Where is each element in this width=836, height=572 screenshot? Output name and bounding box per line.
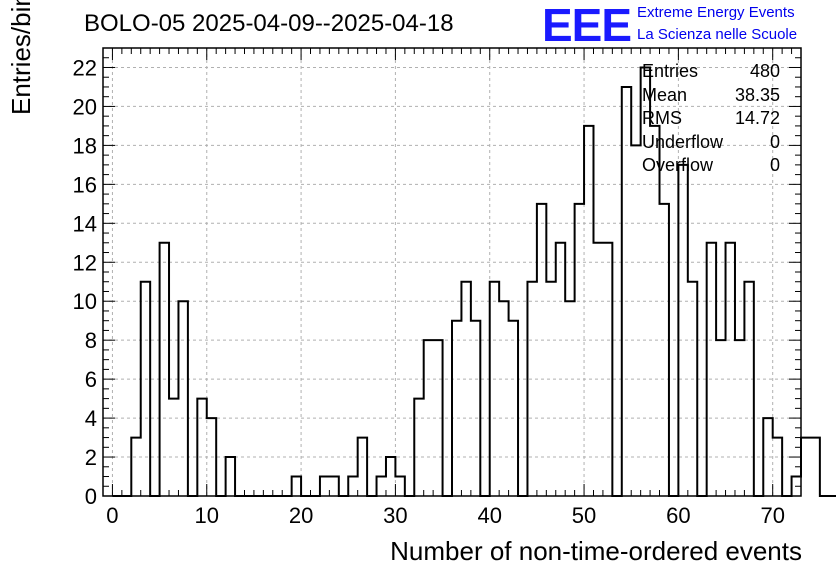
x-tick-label: 40 (477, 503, 501, 528)
stats-box: Entries 480 Mean 38.35 RMS 14.72 Underfl… (642, 60, 780, 178)
histogram-bin (593, 243, 602, 496)
x-tick-label: 50 (572, 503, 596, 528)
histogram-bin (537, 204, 546, 496)
histogram-bin (565, 301, 574, 496)
y-tick-label: 8 (85, 328, 97, 353)
histogram-bin (197, 399, 206, 496)
histogram-bin (744, 282, 753, 496)
histogram-bin (386, 457, 395, 496)
y-axis-label: Entries/bin (6, 0, 36, 115)
histogram-bin (575, 204, 584, 496)
histogram-bin (490, 282, 499, 496)
histogram-bin (433, 340, 442, 496)
histogram-bin (452, 321, 461, 496)
histogram-bin (414, 399, 423, 496)
stat-value: 0 (769, 131, 780, 152)
y-tick-label: 0 (85, 484, 97, 509)
histogram-bin (763, 418, 772, 496)
stat-label: Entries (642, 61, 699, 81)
histogram-bin (160, 243, 169, 496)
histogram-bin (688, 282, 697, 496)
histogram-bin (329, 477, 338, 496)
histogram-bin (622, 87, 631, 496)
histogram-bin (178, 301, 187, 496)
histogram-bin (631, 145, 640, 496)
histogram-bin (131, 438, 140, 496)
histogram-bin (471, 321, 480, 496)
histogram-bin (358, 438, 367, 496)
histogram-bin (810, 438, 819, 496)
histogram-bin (292, 477, 301, 496)
y-tick-label: 18 (73, 133, 97, 158)
y-tick-label: 22 (73, 55, 97, 80)
histogram-bin (461, 282, 470, 496)
histogram-bin (650, 126, 659, 496)
x-tick-label: 60 (666, 503, 690, 528)
histogram-bin (141, 282, 150, 496)
histogram-bin (348, 477, 357, 496)
y-tick-label: 14 (73, 211, 97, 236)
histogram-bin (424, 340, 433, 496)
histogram-bin (320, 477, 329, 496)
x-tick-label: 10 (195, 503, 219, 528)
stat-row-mean: Mean 38.35 (642, 84, 780, 108)
histogram-bin (377, 477, 386, 496)
histogram-bin (527, 282, 536, 496)
y-tick-label: 20 (73, 94, 97, 119)
stat-label: Mean (642, 84, 688, 105)
axis-tick-labels: 0 10 20 30 40 50 60 70 0 2 4 6 8 10 12 14 16 18 20 22 (73, 55, 785, 528)
histogram-bin (773, 438, 782, 496)
histogram-bin (678, 165, 687, 496)
y-tick-label: 2 (85, 445, 97, 470)
histogram-bin (603, 243, 612, 496)
x-tick-label: 70 (760, 503, 784, 528)
histogram-bin (726, 243, 735, 496)
stat-value: 480 (749, 61, 780, 81)
histogram-bin (716, 340, 725, 496)
y-tick-label: 16 (73, 172, 97, 197)
histogram-bin (226, 457, 235, 496)
stat-label: RMS (642, 108, 682, 128)
y-tick-label: 10 (73, 289, 97, 314)
histogram-bin (546, 282, 555, 496)
histogram-bin (660, 204, 669, 496)
histogram-bin (499, 301, 508, 496)
stat-row-overflow: Overflow 0 (642, 154, 780, 178)
stat-value: 0 (769, 155, 780, 175)
y-tick-label: 4 (85, 406, 97, 431)
stat-value: 38.35 (734, 84, 780, 105)
stat-label: Underflow (642, 131, 724, 152)
histogram-bin (556, 243, 565, 496)
stat-row-rms: RMS 14.72 (642, 107, 780, 131)
y-tick-label: 6 (85, 367, 97, 392)
x-tick-label: 30 (383, 503, 407, 528)
logo-line-1: Extreme Energy Events (637, 4, 795, 21)
logo-line-2: La Scienza nelle Scuole (637, 26, 798, 43)
histogram-bin (801, 438, 810, 496)
histogram-bin (207, 418, 216, 496)
histogram-bin (395, 477, 404, 496)
x-tick-label: 20 (289, 503, 313, 528)
histogram-bin (707, 243, 716, 496)
chart-title: BOLO-05 2025-04-09--2025-04-18 (84, 10, 454, 37)
stat-row-entries: Entries 480 (642, 60, 780, 84)
axis-ticks (102, 47, 802, 497)
y-tick-label: 12 (73, 250, 97, 275)
eee-logo-mark: EEE (542, 0, 632, 51)
histogram-bin (584, 126, 593, 496)
histogram-bin (169, 399, 178, 496)
stat-row-underflow: Underflow 0 (642, 131, 780, 155)
histogram-bin (509, 321, 518, 496)
stat-label: Overflow (642, 155, 714, 175)
x-tick-label: 0 (106, 503, 118, 528)
stat-value: 14.72 (734, 108, 780, 128)
histogram-bin (735, 340, 744, 496)
x-axis-label: Number of non-time-ordered events (390, 536, 802, 566)
